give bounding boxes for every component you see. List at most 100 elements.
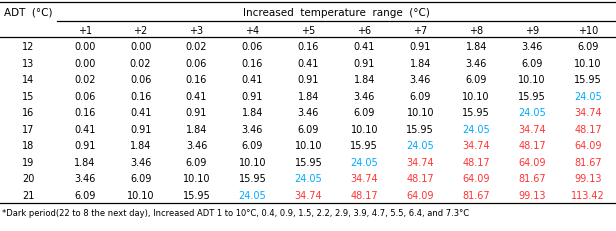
Text: 24.05: 24.05 xyxy=(518,108,546,118)
Text: 34.74: 34.74 xyxy=(463,141,490,151)
Text: 34.74: 34.74 xyxy=(294,190,322,200)
Text: 15: 15 xyxy=(22,91,34,101)
Text: 0.41: 0.41 xyxy=(354,42,375,52)
Text: 34.74: 34.74 xyxy=(518,124,546,134)
Text: 0.41: 0.41 xyxy=(130,108,152,118)
Text: 15.95: 15.95 xyxy=(574,75,602,85)
Text: +6: +6 xyxy=(357,25,371,35)
Text: 0.00: 0.00 xyxy=(130,42,152,52)
Text: 0.16: 0.16 xyxy=(298,42,319,52)
Text: 64.09: 64.09 xyxy=(407,190,434,200)
Text: 1.84: 1.84 xyxy=(241,108,263,118)
Text: 15.95: 15.95 xyxy=(518,91,546,101)
Text: 0.16: 0.16 xyxy=(241,58,263,68)
Text: 3.46: 3.46 xyxy=(298,108,319,118)
Text: 21: 21 xyxy=(22,190,34,200)
Text: 1.84: 1.84 xyxy=(74,157,95,167)
Text: 0.91: 0.91 xyxy=(410,42,431,52)
Text: 24.05: 24.05 xyxy=(407,141,434,151)
Text: 10.10: 10.10 xyxy=(463,91,490,101)
Text: 1.84: 1.84 xyxy=(354,75,375,85)
Text: 1.84: 1.84 xyxy=(130,141,152,151)
Text: 20: 20 xyxy=(22,173,34,183)
Text: 0.06: 0.06 xyxy=(130,75,152,85)
Text: 3.46: 3.46 xyxy=(466,58,487,68)
Text: 0.41: 0.41 xyxy=(298,58,319,68)
Text: 0.02: 0.02 xyxy=(186,42,207,52)
Text: 0.41: 0.41 xyxy=(74,124,95,134)
Text: +7: +7 xyxy=(413,25,428,35)
Text: 0.91: 0.91 xyxy=(354,58,375,68)
Text: 15.95: 15.95 xyxy=(351,141,378,151)
Text: 113.42: 113.42 xyxy=(571,190,605,200)
Text: 0.91: 0.91 xyxy=(186,108,207,118)
Text: 12: 12 xyxy=(22,42,34,52)
Text: 1.84: 1.84 xyxy=(298,91,319,101)
Text: 13: 13 xyxy=(22,58,34,68)
Text: 24.05: 24.05 xyxy=(238,190,266,200)
Text: 64.09: 64.09 xyxy=(574,141,602,151)
Text: 1.84: 1.84 xyxy=(410,58,431,68)
Text: 6.09: 6.09 xyxy=(521,58,543,68)
Text: +5: +5 xyxy=(301,25,315,35)
Text: 0.41: 0.41 xyxy=(241,75,263,85)
Text: 0.41: 0.41 xyxy=(186,91,207,101)
Text: 0.02: 0.02 xyxy=(130,58,152,68)
Text: 15.95: 15.95 xyxy=(182,190,211,200)
Text: 6.09: 6.09 xyxy=(577,42,599,52)
Text: 81.67: 81.67 xyxy=(574,157,602,167)
Text: *Dark period(22 to 8 the next day), Increased ADT 1 to 10°C, 0.4, 0.9, 1.5, 2.2,: *Dark period(22 to 8 the next day), Incr… xyxy=(2,208,469,217)
Text: 10.10: 10.10 xyxy=(574,58,602,68)
Text: 6.09: 6.09 xyxy=(466,75,487,85)
Text: 48.17: 48.17 xyxy=(574,124,602,134)
Text: 81.67: 81.67 xyxy=(463,190,490,200)
Text: 1.84: 1.84 xyxy=(186,124,207,134)
Text: 6.09: 6.09 xyxy=(74,190,95,200)
Text: 6.09: 6.09 xyxy=(410,91,431,101)
Text: +2: +2 xyxy=(134,25,148,35)
Text: 0.06: 0.06 xyxy=(241,42,263,52)
Text: 6.09: 6.09 xyxy=(298,124,319,134)
Text: Increased  temperature  range  (°C): Increased temperature range (°C) xyxy=(243,7,430,17)
Text: 99.13: 99.13 xyxy=(574,173,602,183)
Text: 14: 14 xyxy=(22,75,34,85)
Text: 3.46: 3.46 xyxy=(74,173,95,183)
Text: 0.00: 0.00 xyxy=(74,42,95,52)
Text: 10.10: 10.10 xyxy=(407,108,434,118)
Text: 0.06: 0.06 xyxy=(186,58,207,68)
Text: +1: +1 xyxy=(78,25,92,35)
Text: 10.10: 10.10 xyxy=(127,190,155,200)
Text: 3.46: 3.46 xyxy=(354,91,375,101)
Text: 34.74: 34.74 xyxy=(407,157,434,167)
Text: 6.09: 6.09 xyxy=(241,141,263,151)
Text: 24.05: 24.05 xyxy=(351,157,378,167)
Text: +3: +3 xyxy=(190,25,203,35)
Text: ADT  (°C): ADT (°C) xyxy=(4,7,52,17)
Text: 0.91: 0.91 xyxy=(130,124,152,134)
Text: 0.91: 0.91 xyxy=(298,75,319,85)
Text: 0.00: 0.00 xyxy=(74,58,95,68)
Text: 0.91: 0.91 xyxy=(74,141,95,151)
Text: 10.10: 10.10 xyxy=(294,141,322,151)
Text: 6.09: 6.09 xyxy=(186,157,207,167)
Text: 10.10: 10.10 xyxy=(183,173,210,183)
Text: 0.06: 0.06 xyxy=(74,91,95,101)
Text: 3.46: 3.46 xyxy=(410,75,431,85)
Text: 1.84: 1.84 xyxy=(466,42,487,52)
Text: 15.95: 15.95 xyxy=(238,173,266,183)
Text: 16: 16 xyxy=(22,108,34,118)
Text: 0.91: 0.91 xyxy=(241,91,263,101)
Text: 34.74: 34.74 xyxy=(351,173,378,183)
Text: 17: 17 xyxy=(22,124,34,134)
Text: 24.05: 24.05 xyxy=(574,91,602,101)
Text: 48.17: 48.17 xyxy=(407,173,434,183)
Text: 48.17: 48.17 xyxy=(463,157,490,167)
Text: 64.09: 64.09 xyxy=(518,157,546,167)
Text: 10.10: 10.10 xyxy=(238,157,266,167)
Text: 3.46: 3.46 xyxy=(130,157,152,167)
Text: 6.09: 6.09 xyxy=(354,108,375,118)
Text: 18: 18 xyxy=(22,141,34,151)
Text: 15.95: 15.95 xyxy=(407,124,434,134)
Text: 10.10: 10.10 xyxy=(518,75,546,85)
Text: +8: +8 xyxy=(469,25,483,35)
